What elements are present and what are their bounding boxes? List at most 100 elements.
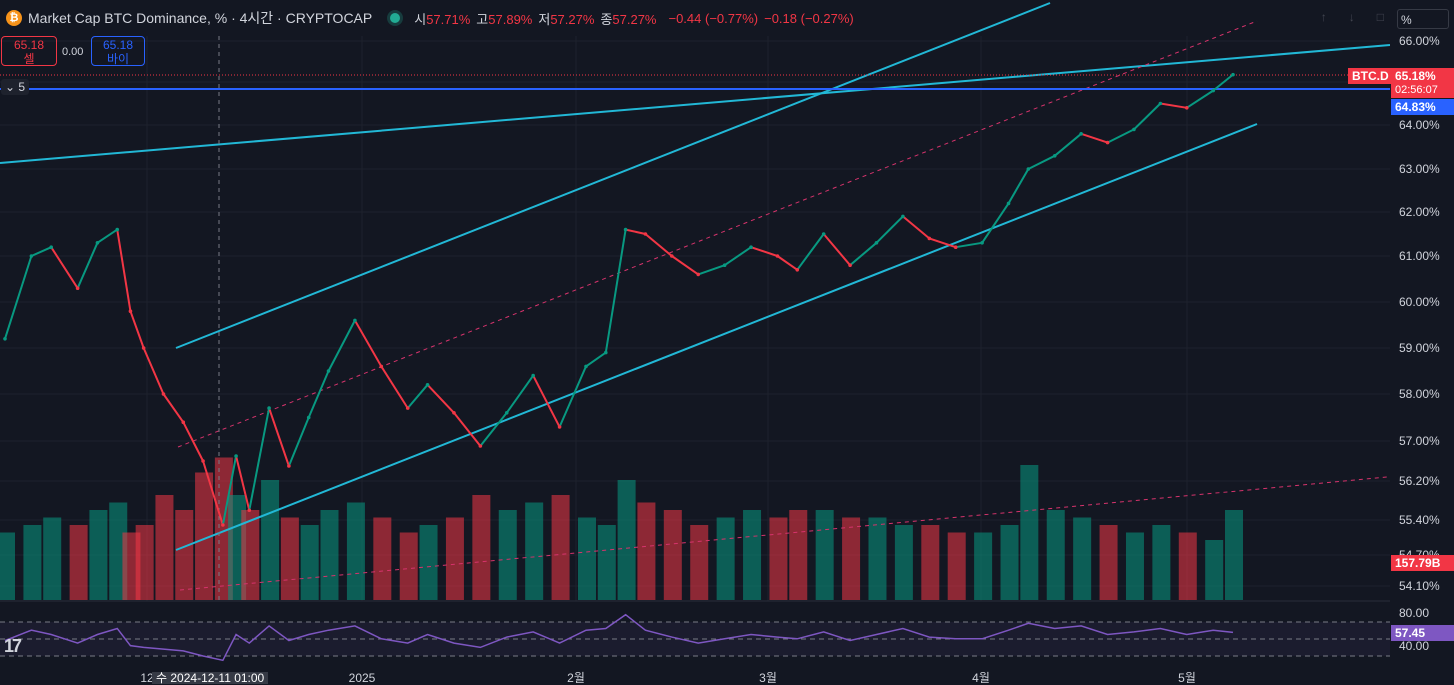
price-segment: [162, 393, 185, 423]
volume-bar: [419, 525, 438, 600]
volume-bar: [716, 517, 735, 600]
ohlc-change-2: −0.18 (−0.27%): [764, 10, 854, 26]
volume-bar: [769, 517, 788, 600]
chart-header: ₿ Market Cap BTC Dominance, % · 4시간 · CR…: [0, 0, 1390, 36]
price-segment: [1133, 102, 1162, 131]
volume-bar: [23, 525, 42, 600]
arrow-up-icon[interactable]: ↑: [1320, 10, 1327, 24]
price-segment: [1027, 154, 1056, 170]
volume-bar: [815, 510, 834, 600]
volume-bar: [1178, 532, 1197, 600]
price-segment: [202, 460, 224, 526]
trendline: [179, 476, 1388, 591]
price-point: [201, 459, 205, 463]
price-axis[interactable]: 66.00% 64.00% 63.00% 62.00% 61.00% 60.00% 59.0…: [1390, 34, 1454, 684]
ohlc-high: 고57.89%: [476, 11, 533, 27]
rsi-tag: 57.45: [1391, 625, 1454, 641]
price-point: [267, 406, 271, 410]
time-tick-label: 12: [140, 671, 154, 684]
volume-bar: [346, 502, 365, 600]
price-tick-label: 57.00%: [1399, 434, 1440, 448]
price-point: [980, 241, 984, 245]
price-tick-label: 54.10%: [1399, 579, 1440, 593]
buy-button[interactable]: 65.18 바이: [91, 36, 145, 66]
volume-bar: [525, 502, 544, 600]
price-tick-label: 64.00%: [1399, 118, 1440, 132]
volume-bar: [89, 510, 108, 600]
price-segment: [849, 242, 878, 266]
ohlc-change: −0.44 (−0.77%): [668, 10, 759, 26]
volume-bar: [947, 532, 966, 600]
square-icon[interactable]: □: [1376, 10, 1384, 24]
price-point: [953, 245, 958, 249]
volume-bar: [1099, 525, 1118, 600]
time-tick-label: 2월: [567, 671, 585, 684]
price-point: [795, 268, 800, 272]
volume-bar: [195, 472, 214, 600]
last-price-tag: 65.18% 02:56:07: [1391, 68, 1454, 98]
volume-bar: [974, 532, 993, 600]
volume-bar: [261, 480, 280, 600]
price-segment: [902, 215, 930, 240]
price-segment: [822, 233, 851, 266]
indicator-collapse-button[interactable]: ⌄ 5: [1, 79, 30, 95]
volume-bar: [300, 525, 319, 600]
volume-bar: [135, 525, 154, 600]
price-point: [821, 232, 826, 236]
volume-bar: [637, 502, 656, 600]
sell-button[interactable]: 65.18 셀: [1, 36, 57, 66]
price-point: [775, 254, 780, 258]
volume-bar: [399, 532, 418, 600]
price-segment: [1007, 168, 1030, 204]
price-segment: [235, 455, 251, 511]
volume-bar: [1020, 465, 1039, 600]
price-segment: [697, 264, 725, 276]
arrow-down-icon[interactable]: ↓: [1348, 10, 1355, 24]
ohlc-close: 종57.27%: [600, 11, 657, 27]
price-point: [141, 346, 146, 350]
price-segment: [96, 228, 118, 244]
price-segment: [268, 407, 290, 467]
tradingview-logo-icon[interactable]: 17: [4, 636, 22, 656]
price-segment: [76, 242, 99, 289]
price-segment: [671, 255, 699, 276]
price-point: [306, 415, 311, 420]
price-segment: [426, 384, 455, 414]
time-tick-label: 3월: [759, 671, 777, 684]
price-segment: [724, 246, 752, 267]
volume-bar: [1125, 532, 1144, 600]
price-point: [696, 272, 701, 277]
price-point: [1079, 132, 1083, 136]
volume-bar: [175, 510, 194, 600]
time-axis[interactable]: 12 2025 2월 3월 4월 5월: [140, 671, 1196, 684]
price-point: [181, 420, 186, 425]
unit-selector[interactable]: %: [1397, 9, 1449, 29]
volume-bar: [0, 532, 15, 600]
price-segment: [532, 375, 561, 428]
price-point: [504, 411, 509, 415]
rsi-tick-label: 40.00: [1399, 639, 1429, 653]
price-point: [49, 245, 54, 249]
price-segment: [221, 455, 238, 526]
time-tick-label: 2025: [349, 671, 376, 684]
price-tick-label: 55.40%: [1399, 513, 1440, 527]
price-point: [234, 454, 238, 458]
symbol-title[interactable]: Market Cap BTC Dominance, % · 4시간 · CRYP…: [28, 10, 373, 26]
price-tick-label: 66.00%: [1399, 34, 1440, 48]
price-segment: [287, 417, 310, 467]
price-tick-label: 56.20%: [1399, 474, 1440, 488]
volume-bar: [1073, 517, 1092, 600]
price-segment: [116, 229, 132, 312]
price-segment: [4, 255, 33, 340]
trendline: [175, 123, 1258, 551]
volume-bar: [155, 495, 174, 600]
trendlines[interactable]: [0, 2, 1391, 670]
price-segment: [1054, 133, 1082, 157]
price-segment: [50, 246, 79, 289]
price-tick-label: 60.00%: [1399, 295, 1440, 309]
market-status-icon: [390, 13, 401, 23]
volume-bar: [597, 525, 616, 600]
price-point: [161, 392, 166, 396]
price-point: [848, 263, 852, 268]
